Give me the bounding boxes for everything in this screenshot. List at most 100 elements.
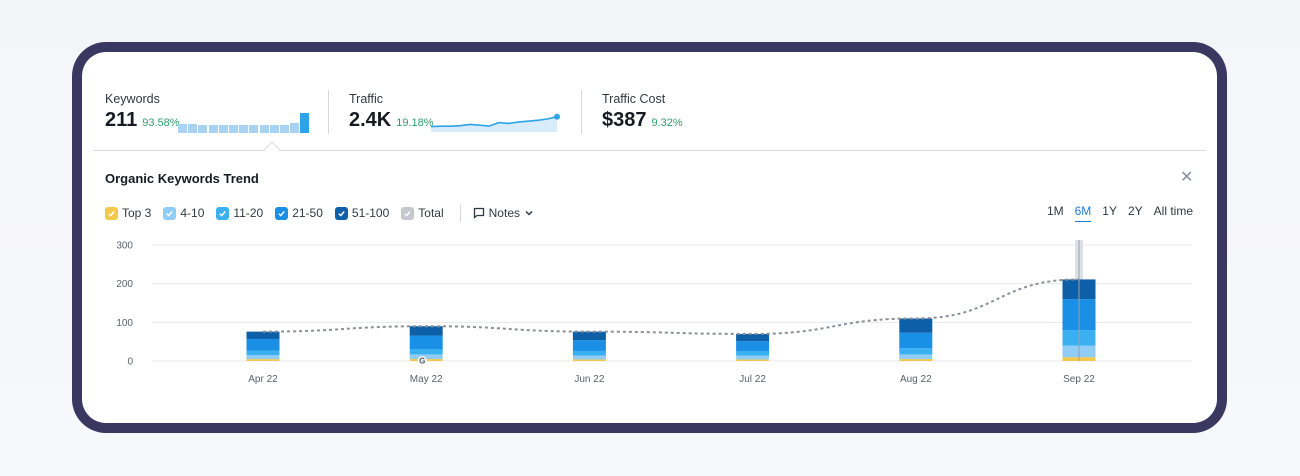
spark-bar — [198, 125, 208, 133]
x-tick-label: Jun 22 — [574, 374, 604, 385]
legend-divider — [459, 204, 461, 222]
legend-item-11-20[interactable]: 11-20 — [216, 206, 263, 220]
traffic-area — [431, 116, 557, 132]
keywords-value: 211 — [105, 109, 138, 131]
y-tick-label: 200 — [116, 279, 133, 290]
svg-text:G: G — [419, 357, 425, 366]
metric-divider — [328, 90, 329, 134]
legend-item-51-100[interactable]: 51-100 — [334, 206, 390, 220]
bar-segment-21-50[interactable] — [736, 341, 770, 351]
bar-segment-11-20[interactable] — [736, 350, 770, 356]
bar-segment-51-100[interactable] — [572, 331, 606, 341]
selected-metric-pointer — [263, 141, 281, 159]
bar-segment-top-3[interactable] — [899, 359, 933, 361]
range-6m[interactable]: 6M — [1074, 204, 1092, 222]
section-divider — [93, 150, 1206, 151]
spark-bar — [208, 125, 218, 133]
spark-bar — [218, 125, 228, 133]
checkbox-icon[interactable] — [401, 206, 415, 220]
bar-segment-top-3[interactable] — [736, 359, 770, 361]
traffic-line — [431, 115, 558, 128]
bar-segment-11-20[interactable] — [409, 349, 443, 355]
bar-segment-11-20[interactable] — [899, 348, 933, 355]
range-selector: 1M 6M 1Y 2Y All time — [1036, 204, 1193, 222]
traffic-cost-metric[interactable]: Traffic Cost $387 9.32% — [602, 92, 683, 131]
notes-dropdown[interactable]: Notes — [473, 206, 538, 220]
bar-segment-4-10[interactable] — [409, 354, 443, 360]
bar-segment-4-10[interactable] — [736, 355, 770, 360]
traffic-endpoint — [554, 113, 560, 120]
bar-segment-11-20[interactable] — [572, 350, 606, 356]
spark-bar — [239, 125, 249, 133]
legend-label: 11-20 — [233, 206, 264, 220]
legend-item-top-3[interactable]: Top 3 — [105, 206, 151, 220]
x-tick-label: Apr 22 — [248, 374, 278, 385]
y-tick-label: 300 — [116, 241, 133, 252]
bar-segment-top-3[interactable] — [572, 359, 606, 361]
google-icon[interactable]: G — [417, 356, 427, 366]
range-2y[interactable]: 2Y — [1127, 204, 1143, 218]
chevron-down-icon — [525, 210, 533, 216]
spark-bar — [259, 124, 269, 133]
x-tick-label: May 22 — [410, 374, 443, 385]
bar-segment-21-50[interactable] — [899, 332, 933, 349]
range-1m[interactable]: 1M — [1046, 204, 1064, 218]
note-icon — [473, 207, 484, 219]
keywords-change: 93.58% — [142, 117, 180, 129]
checkbox-icon[interactable] — [105, 206, 118, 220]
traffic-sparkline — [431, 113, 560, 132]
keywords-metric[interactable]: Keywords 211 93.58% — [105, 92, 180, 131]
spark-bar — [188, 124, 198, 133]
bar-segment-21-50[interactable] — [409, 335, 443, 350]
y-tick-label: 0 — [127, 357, 133, 368]
notes-label: Notes — [488, 206, 520, 220]
chart-title: Organic Keywords Trend — [105, 171, 259, 186]
range-1y[interactable]: 1Y — [1102, 204, 1117, 218]
bar-segment-4-10[interactable] — [572, 355, 606, 360]
bar-segment-51-100[interactable] — [736, 333, 770, 342]
close-icon[interactable]: ✕ — [1180, 169, 1194, 186]
spark-bar — [178, 124, 187, 133]
legend-item-4-10[interactable]: 4-10 — [163, 206, 204, 220]
traffic-cost-label: Traffic Cost — [602, 92, 666, 106]
x-tick-label: Sep 22 — [1063, 374, 1095, 385]
metric-divider — [581, 90, 582, 134]
checkbox-icon[interactable] — [163, 206, 177, 220]
legend-label: 21-50 — [292, 206, 323, 220]
legend-item-21-50[interactable]: 21-50 — [275, 206, 323, 220]
checkbox-icon[interactable] — [275, 206, 289, 220]
traffic-label: Traffic — [349, 92, 384, 106]
spark-bar — [229, 125, 238, 133]
traffic-metric[interactable]: Traffic 2.4K 19.18% — [349, 92, 434, 131]
spark-bar — [269, 125, 279, 133]
organic-keywords-chart: 0 100 200 300 Apr 22 May 22 Jun 22 Jul 22 Aug 22… — [116, 240, 1192, 385]
keywords-card: Keywords 211 93.58% Traffic 2.4K 19.18% … — [82, 52, 1217, 423]
bar-segment-21-50[interactable] — [246, 338, 280, 351]
keywords-label: Keywords — [105, 92, 160, 106]
spark-bar — [249, 125, 259, 133]
bar-segment-top-3[interactable] — [246, 359, 280, 361]
spark-bar — [280, 125, 289, 133]
traffic-cost-value: $387 — [602, 109, 647, 131]
legend-label: Total — [418, 206, 444, 220]
legend-item-total[interactable]: Total — [401, 206, 444, 220]
bar-segment-21-50[interactable] — [572, 340, 606, 351]
legend-label: Top 3 — [122, 206, 152, 220]
spark-bar — [290, 123, 300, 133]
y-tick-label: 100 — [116, 318, 133, 329]
range-all-time[interactable]: All time — [1153, 204, 1193, 218]
checkbox-icon[interactable] — [216, 206, 230, 220]
legend-label: 51-100 — [351, 206, 390, 220]
bar-segment-51-100[interactable] — [409, 326, 443, 336]
checkbox-icon[interactable] — [334, 206, 348, 220]
traffic-value: 2.4K — [349, 109, 392, 131]
legend-label: 4-10 — [180, 206, 205, 220]
traffic-cost-change: 9.32% — [651, 117, 683, 129]
bar-segment-11-20[interactable] — [246, 350, 280, 356]
bar-segment-4-10[interactable] — [246, 355, 280, 360]
keywords-sparkline — [178, 113, 310, 133]
traffic-change: 19.18% — [396, 117, 434, 129]
bar-segment-51-100[interactable] — [899, 318, 933, 333]
bar-segment-4-10[interactable] — [899, 354, 933, 360]
bar-segment-51-100[interactable] — [246, 331, 280, 339]
